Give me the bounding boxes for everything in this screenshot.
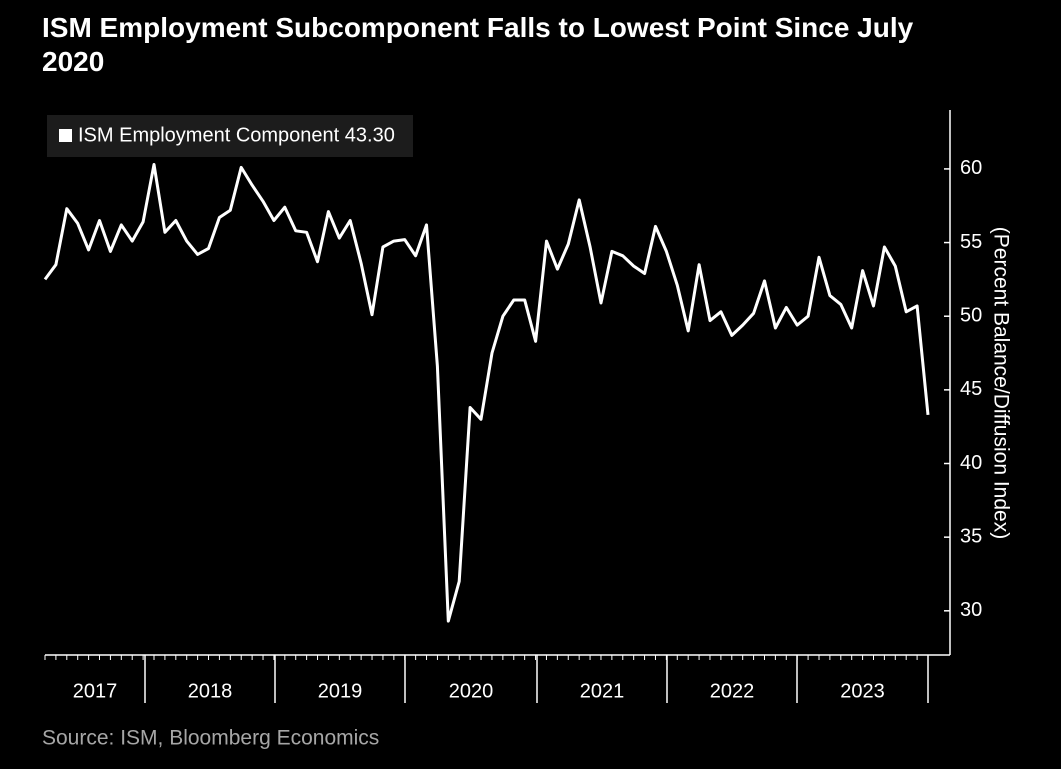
- x-tick-label: 2020: [449, 680, 494, 702]
- x-tick-label: 2021: [580, 680, 625, 702]
- legend-swatch: [59, 129, 72, 142]
- x-tick-label: 2019: [318, 680, 363, 702]
- x-tick-label: 2018: [188, 680, 233, 702]
- legend: [47, 115, 413, 157]
- y-tick-label: 45: [960, 378, 982, 400]
- y-tick-label: 50: [960, 304, 982, 326]
- data-line: [43, 163, 930, 623]
- y-tick-label: 55: [960, 231, 982, 253]
- x-tick-label: 2022: [710, 680, 755, 702]
- y-axis-label: (Percent Balance/Diffusion Index): [989, 227, 1012, 539]
- source: Source: ISM, Bloomberg Economics: [42, 727, 379, 750]
- y-tick-label: 30: [960, 599, 982, 621]
- y-tick-label: 60: [960, 157, 982, 179]
- y-tick-label: 35: [960, 525, 982, 547]
- chart-title: ISM Employment Subcomponent Falls to Low…: [42, 12, 914, 77]
- x-tick-label: 2017: [73, 680, 118, 702]
- y-tick-label: 40: [960, 452, 982, 474]
- x-tick-label: 2023: [840, 680, 885, 702]
- legend-label: ISM Employment Component 43.30: [78, 124, 395, 146]
